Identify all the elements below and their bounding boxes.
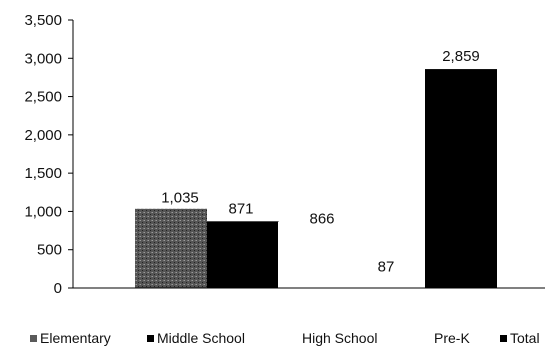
legend-item-high-school: High School <box>292 330 378 346</box>
bar-chart: 0 500 1,000 1,500 2,000 2,500 3,000 3,500 1,035… <box>24 12 545 297</box>
legend-item-total: Total <box>500 330 540 346</box>
label-elementary: 1,035 <box>161 190 199 207</box>
y-tick-label: 3,500 <box>24 12 62 29</box>
legend-label-total: Total <box>510 330 540 346</box>
legend-swatch-total <box>500 335 507 342</box>
label-middle-school: 871 <box>228 200 253 217</box>
legend-item-pre-k: Pre-K <box>424 330 470 346</box>
y-tick-label: 3,000 <box>24 50 62 67</box>
legend-item-elementary: Elementary <box>30 330 111 346</box>
legend-label-elementary: Elementary <box>40 330 111 346</box>
legend-label-high-school: High School <box>302 330 378 346</box>
legend: Elementary Middle School High School Pre… <box>0 330 553 352</box>
legend-item-middle-school: Middle School <box>147 330 245 346</box>
label-total: 2,859 <box>442 48 480 65</box>
bar-middle-school <box>207 221 279 288</box>
legend-label-pre-k: Pre-K <box>434 330 470 346</box>
y-tick-label: 2,500 <box>24 89 62 106</box>
y-tick-label: 1,500 <box>24 165 62 182</box>
bar-high-school <box>278 221 350 288</box>
bar-pre-k <box>350 281 422 288</box>
label-high-school: 866 <box>309 211 334 228</box>
bar-elementary <box>135 208 207 288</box>
legend-swatch-elementary <box>30 335 37 342</box>
bar-total <box>425 69 497 289</box>
legend-swatch-middle-school <box>147 335 154 342</box>
y-axis-ticks: 0 500 1,000 1,500 2,000 2,500 3,000 3,500 <box>24 12 73 297</box>
legend-swatch-pre-k <box>424 335 431 342</box>
bars <box>135 69 497 289</box>
legend-label-middle-school: Middle School <box>157 330 245 346</box>
y-tick-label: 500 <box>37 242 62 259</box>
y-tick-label: 2,000 <box>24 127 62 144</box>
y-tick-label: 1,000 <box>24 203 62 220</box>
data-labels: 1,035 871 866 87 2,859 <box>161 48 480 275</box>
legend-swatch-high-school <box>292 335 299 342</box>
y-tick-label: 0 <box>54 280 62 297</box>
label-pre-k: 87 <box>378 258 395 275</box>
